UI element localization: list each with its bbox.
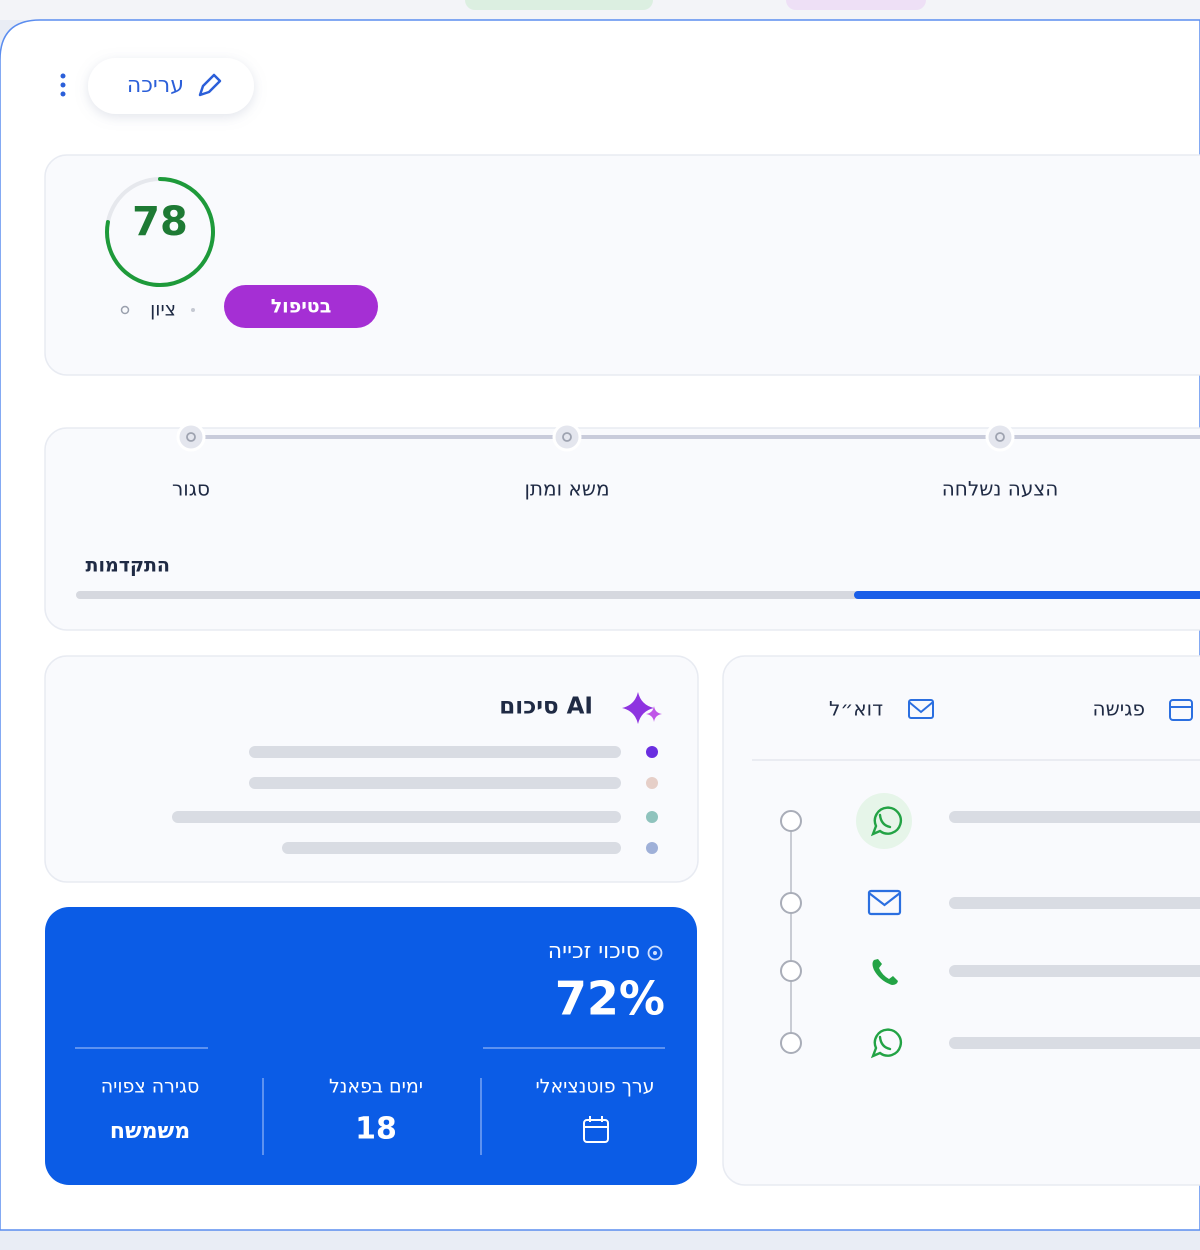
dot	[191, 308, 195, 312]
status-badge	[224, 285, 378, 328]
dot	[120, 305, 130, 315]
stat-label: ימים בפאנל	[329, 1076, 423, 1098]
pencil-icon	[198, 73, 222, 97]
icon-bg	[856, 793, 912, 849]
calendar-icon	[583, 1116, 609, 1143]
tab-label[interactable]: פגישה	[1093, 697, 1145, 721]
whatsapp-icon	[870, 1028, 903, 1059]
mail-icon	[867, 889, 902, 916]
calendar-icon	[1169, 699, 1193, 721]
tab-label[interactable]: דוא״ל	[829, 697, 883, 721]
mail-icon	[908, 699, 934, 719]
sparkle-icon	[646, 706, 662, 722]
activity-card	[722, 655, 1200, 1186]
pipeline-card	[44, 427, 1200, 631]
score-ring	[105, 177, 215, 287]
win-chance-card	[45, 907, 697, 1185]
stage-node	[552, 422, 582, 452]
ai-summary-card	[44, 655, 699, 883]
activity-lines	[949, 811, 1200, 1049]
score-value: 78	[132, 199, 188, 245]
stage-node-dot	[186, 432, 196, 442]
stat-label: סגירה צפויה	[101, 1076, 200, 1098]
edit-button[interactable]: עריכה	[88, 58, 254, 114]
tab-pill	[465, 0, 653, 10]
tab-pill	[786, 0, 926, 10]
stat-value: 18	[355, 1112, 397, 1147]
stat-label: ערך פוטנציאלי	[535, 1076, 654, 1098]
stage-label: סגור	[172, 477, 210, 501]
stage-node-dot	[995, 432, 1005, 442]
ai-summary-title: סיכום AI	[499, 694, 593, 720]
stage-label: משא ומתן	[524, 477, 609, 501]
edit-label: עריכה	[127, 73, 184, 98]
info-icon	[653, 951, 657, 955]
stage-label: הצעה נשלחה	[942, 477, 1059, 501]
whatsapp-icon	[870, 806, 903, 837]
score-card	[44, 154, 1200, 376]
timeline-nodes	[780, 810, 802, 1054]
summary-lines	[172, 746, 658, 854]
sparkle-icon	[622, 692, 654, 724]
stage-node	[176, 422, 206, 452]
stage-node-dot	[562, 432, 572, 442]
more-menu[interactable]	[60, 73, 66, 97]
score-label: ציון	[150, 299, 176, 321]
win-chance-value: 72%	[555, 972, 665, 1026]
status-label: בטיפול	[271, 296, 332, 318]
progress-label: התקדמות	[86, 555, 170, 577]
phone-icon	[872, 959, 898, 985]
stage-node	[985, 422, 1015, 452]
info-icon	[647, 945, 663, 961]
stat-value: משמשח	[110, 1119, 190, 1144]
win-chance-title: סיכוי זכייה	[548, 939, 640, 964]
